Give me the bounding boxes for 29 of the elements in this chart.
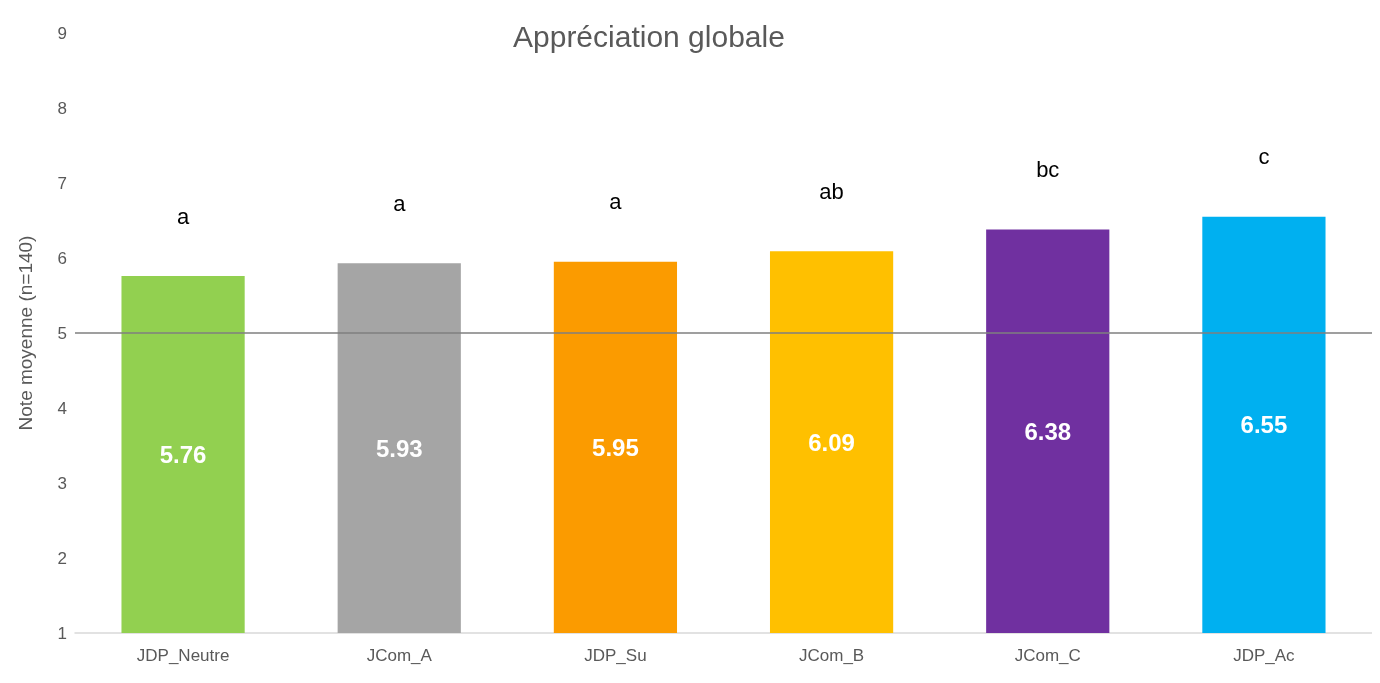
data-label: 5.95: [592, 433, 639, 461]
x-tick-label: JCom_C: [1014, 646, 1081, 665]
y-tick-label: 8: [57, 98, 67, 118]
y-tick-label: 3: [57, 473, 67, 493]
y-tick-label: 5: [57, 323, 67, 343]
annotation: ab: [819, 178, 844, 204]
annotation: a: [393, 190, 407, 216]
annotation: c: [1258, 144, 1270, 170]
data-label: 5.93: [375, 434, 423, 462]
x-tick-label: JDP_Su: [584, 646, 647, 665]
annotation: bc: [1036, 157, 1060, 182]
data-label: 6.38: [1024, 417, 1072, 445]
y-tick-label: 6: [57, 248, 67, 268]
y-tick-label: 4: [57, 398, 67, 418]
y-tick-label: 7: [57, 173, 67, 193]
annotation: a: [609, 189, 623, 215]
y-tick-label: 2: [57, 548, 67, 568]
x-tick-label: JCom_A: [366, 646, 433, 665]
y-tick-label: 9: [57, 23, 67, 43]
x-tick-label: JDP_Ac: [1233, 646, 1296, 665]
x-tick-label: JDP_Neutre: [136, 646, 230, 665]
chart-title: Appréciation globale: [513, 19, 785, 53]
y-axis-title: Note moyenne (n=140): [15, 235, 36, 431]
x-tick-label: JCom_B: [798, 646, 865, 665]
data-label: 6.09: [808, 428, 855, 456]
annotation: a: [176, 203, 190, 229]
data-label: 5.76: [159, 441, 207, 468]
data-label: 6.55: [1240, 411, 1288, 439]
y-tick-label: 1: [57, 623, 67, 643]
